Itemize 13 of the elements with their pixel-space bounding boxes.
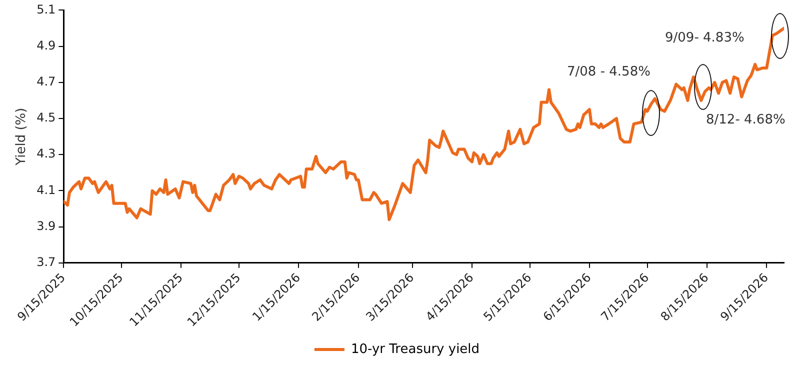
legend-label: 10-yr Treasury yield	[350, 342, 480, 357]
y-tick-label: 4.3	[36, 146, 56, 161]
y-tick-label: 4.1	[36, 182, 56, 197]
y-axis-title: Yield (%)	[14, 108, 30, 166]
y-tick-label: 5.1	[36, 2, 56, 16]
y-tick-label: 3.7	[36, 255, 56, 270]
y-tick-label: 4.5	[36, 110, 56, 125]
annotation: 7/08 - 4.58%	[567, 64, 650, 80]
y-tick-label: 4.9	[36, 38, 56, 52]
annotation: 9/09- 4.83%	[665, 30, 744, 46]
y-tick-label: 3.9	[36, 218, 56, 233]
y-tick-label: 4.7	[36, 74, 56, 89]
annotation: 8/12- 4.68%	[706, 112, 786, 128]
